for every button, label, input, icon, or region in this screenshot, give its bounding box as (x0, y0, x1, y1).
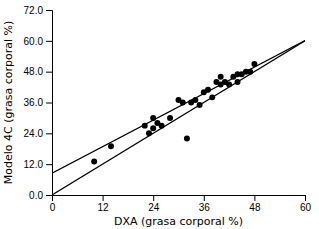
point (184, 135, 190, 141)
tick: 60 (300, 195, 312, 213)
tick-label: 12.0 (24, 159, 44, 170)
tick-mark (46, 195, 52, 196)
tick: 48 (249, 195, 261, 213)
tick-label: 60.0 (24, 36, 44, 47)
tick-mark (46, 10, 52, 11)
tick: 0.0 (29, 190, 52, 201)
tick-label: 60 (300, 202, 312, 213)
tick: 48.0 (24, 66, 52, 77)
tick-label: 36 (199, 202, 211, 213)
point (218, 74, 224, 80)
tick-mark (204, 195, 205, 201)
point (150, 125, 156, 131)
tick: 36 (199, 195, 211, 213)
tick: 12.0 (24, 159, 52, 170)
tick-mark (46, 41, 52, 42)
tick-label: 36.0 (24, 97, 44, 108)
tick-label: 72.0 (24, 5, 44, 16)
y-axis: 0.0 12.0 24.0 36.0 48.0 60.0 72.0 (24, 5, 53, 201)
x-axis: 0 12 24 36 48 60 (50, 195, 312, 213)
point (108, 143, 114, 149)
plot: 0 12 24 36 48 60 0.0 12.0 24.0 36.0 48.0 60.0 72.0 (24, 5, 312, 213)
tick-mark (103, 195, 104, 201)
tick-label: 0.0 (29, 190, 43, 201)
tick-label: 24 (148, 202, 160, 213)
tick-mark (153, 195, 154, 201)
tick-label: 24.0 (24, 128, 44, 139)
tick-mark (46, 164, 52, 165)
point (91, 159, 97, 165)
tick: 24 (148, 195, 160, 213)
marks (52, 41, 305, 195)
tick-mark (305, 195, 306, 201)
tick: 60.0 (24, 36, 52, 47)
tick: 0 (50, 195, 56, 213)
axis-line (53, 196, 306, 202)
tick-mark (46, 72, 52, 73)
tick: 12 (98, 195, 110, 213)
tick-label: 12 (98, 202, 110, 213)
line (52, 41, 305, 174)
tick-label: 48.0 (24, 66, 44, 77)
scatter-points (91, 61, 257, 165)
x-axis-title: DXA (grasa corporal %) (114, 215, 243, 228)
line (52, 41, 305, 195)
chart: 0 12 24 36 48 60 0.0 12.0 24.0 36.0 48.0 60.0 72.0 DX… (0, 0, 319, 229)
tick: 24.0 (24, 128, 52, 139)
tick-mark (46, 133, 52, 134)
tick-mark (254, 195, 255, 201)
tick: 36.0 (24, 97, 52, 108)
tick-mark (46, 103, 52, 104)
tick-label: 0 (50, 202, 56, 213)
tick: 72.0 (24, 5, 52, 16)
axis-line (46, 11, 53, 196)
tick-label: 48 (249, 202, 261, 213)
point (167, 115, 173, 121)
y-axis-title: Modelo 4C (grasa corporal %) (2, 21, 15, 185)
